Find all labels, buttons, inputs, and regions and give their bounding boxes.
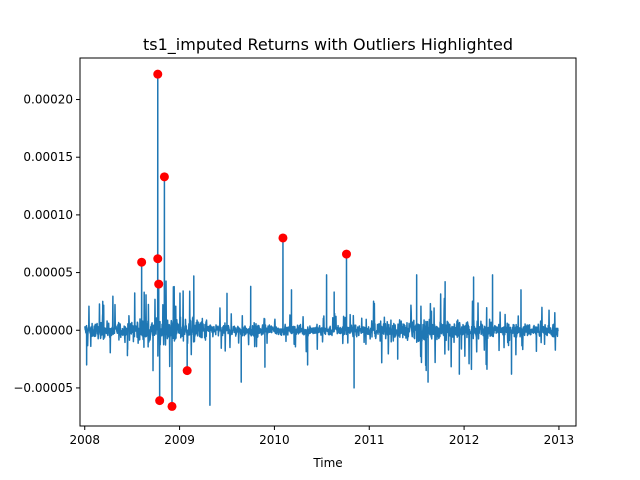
x-axis-label: Time [312, 456, 342, 470]
x-tick-label: 2010 [259, 433, 290, 447]
y-tick-label: 0.00015 [23, 150, 73, 164]
y-tick-label: −0.00005 [13, 381, 73, 395]
outlier-point [278, 233, 288, 243]
x-tick-label: 2009 [164, 433, 195, 447]
outlier-point [182, 366, 192, 376]
x-tick-label: 2008 [69, 433, 100, 447]
chart-title: ts1_imputed Returns with Outliers Highli… [143, 35, 513, 55]
outlier-point [341, 249, 351, 259]
x-tick-label: 2012 [449, 433, 480, 447]
outlier-point [153, 254, 163, 264]
outlier-point [159, 172, 169, 182]
y-tick-label: 0.00005 [23, 266, 73, 280]
outlier-point [137, 257, 147, 267]
outlier-point [155, 396, 165, 406]
y-tick-label: 0.00000 [23, 323, 73, 337]
outlier-point [167, 401, 177, 411]
returns-line [84, 73, 559, 408]
outlier-point [153, 69, 163, 79]
outlier-point [154, 279, 164, 289]
x-tick-label: 2011 [354, 433, 385, 447]
x-tick-label: 2013 [544, 433, 575, 447]
axes-frame [79, 57, 577, 427]
y-tick-label: 0.00020 [23, 93, 73, 107]
data-marks [84, 69, 559, 411]
y-tick-label: 0.00010 [23, 208, 73, 222]
axes: 2008 2009 2010 2011 2012 2013 −0.00005 0.00000 0… [13, 57, 577, 447]
